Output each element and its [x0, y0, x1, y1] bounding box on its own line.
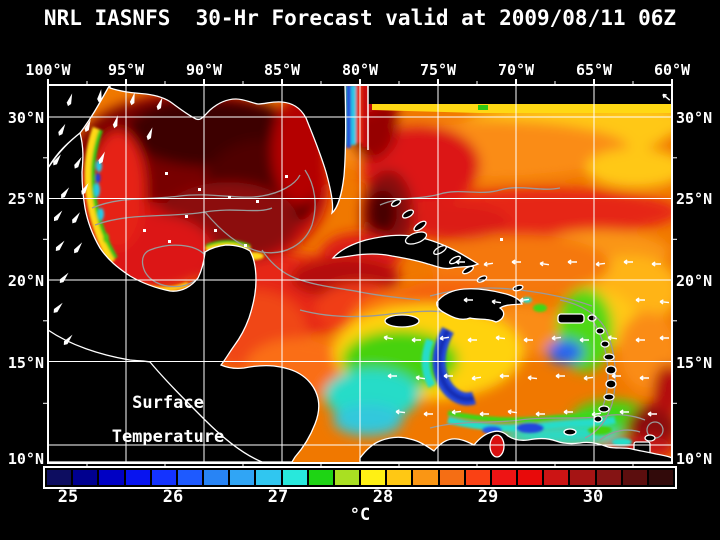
land-puerto-rico	[557, 313, 585, 324]
colorbar-segment-13	[387, 470, 412, 485]
lat-label-left-25n: 25°N	[7, 190, 44, 208]
colorbar-segment-19	[544, 470, 569, 485]
annotation-temperature: Temperature	[111, 427, 225, 447]
colorbar-segment-4	[151, 470, 176, 485]
lon-label-60w: 60°W	[653, 61, 691, 79]
lon-label-70w: 70°W	[497, 61, 535, 79]
colorbar-segment-16	[465, 470, 490, 485]
colorbar-segment-10	[308, 470, 333, 485]
colorbar-tick-25: 25	[57, 487, 79, 507]
colorbar-segment-1	[73, 470, 98, 485]
lon-label-80w: 80°W	[341, 61, 379, 79]
lake-maracaibo	[489, 434, 505, 458]
colorbar-unit: °C	[349, 505, 371, 525]
colorbar-segment-11	[334, 470, 360, 485]
lat-label-right-30n: 30°N	[676, 109, 713, 127]
colorbar-segment-15	[439, 470, 464, 485]
colorbar-segment-3	[125, 470, 150, 485]
colorbar-segment-6	[204, 470, 229, 485]
lon-label-75w: 75°W	[419, 61, 457, 79]
lon-label-100w: 100°W	[25, 61, 71, 79]
colorbar-segment-14	[413, 470, 438, 485]
land-jamaica	[384, 314, 420, 328]
colorbar-segment-5	[177, 470, 203, 485]
land-hispaniola	[436, 288, 523, 323]
sst-field-blobs	[60, 85, 672, 460]
land-cuba	[331, 234, 480, 270]
land-mexico-central-america	[48, 131, 320, 463]
grid-lines	[48, 85, 672, 463]
colorbar-tick-27: 27	[267, 487, 289, 507]
colorbar-segment-2	[99, 470, 124, 485]
page-title: NRL IASNFS 30-Hr Forecast valid at 2009/…	[43, 6, 677, 30]
wind-vectors	[51, 88, 672, 418]
lat-label-right-10n: 10°N	[676, 450, 713, 468]
colorbar-segment-9	[282, 470, 307, 485]
lat-label-left-20n: 20°N	[7, 272, 44, 290]
land-masses	[48, 85, 672, 463]
colorbar-segment-7	[230, 470, 255, 485]
colorbar-segment-23	[648, 470, 674, 485]
colorbar-segment-17	[491, 470, 517, 485]
land-north-america	[48, 85, 347, 215]
lat-label-left-15n: 15°N	[7, 354, 44, 372]
lat-label-right-15n: 15°N	[676, 354, 713, 372]
colorbar-segment-12	[361, 470, 386, 485]
colorbar	[43, 466, 677, 489]
colorbar-segment-21	[596, 470, 621, 485]
colorbar-tick-28: 28	[372, 487, 394, 507]
lat-label-right-20n: 20°N	[676, 272, 713, 290]
lat-label-left-30n: 30°N	[7, 109, 44, 127]
colorbar-segment-0	[47, 470, 72, 485]
colorbar-tick-29: 29	[477, 487, 499, 507]
colorbar-tick-26: 26	[162, 487, 184, 507]
lon-label-95w: 95°W	[107, 61, 145, 79]
map-frame	[43, 79, 677, 466]
lon-label-65w: 65°W	[575, 61, 613, 79]
colorbar-tick-labels: 25 26 27 28 29 30	[43, 487, 677, 507]
colorbar-segment-22	[622, 470, 647, 485]
colorbar-segment-20	[570, 470, 595, 485]
lon-label-90w: 90°W	[185, 61, 223, 79]
lat-label-right-25n: 25°N	[676, 190, 713, 208]
annotation-surface: Surface	[132, 393, 204, 413]
colorbar-segment-18	[518, 470, 543, 485]
colorbar-tick-30: 30	[582, 487, 604, 507]
lat-label-left-10n: 10°N	[7, 450, 44, 468]
lon-label-85w: 85°W	[263, 61, 301, 79]
colorbar-segment-8	[256, 470, 281, 485]
